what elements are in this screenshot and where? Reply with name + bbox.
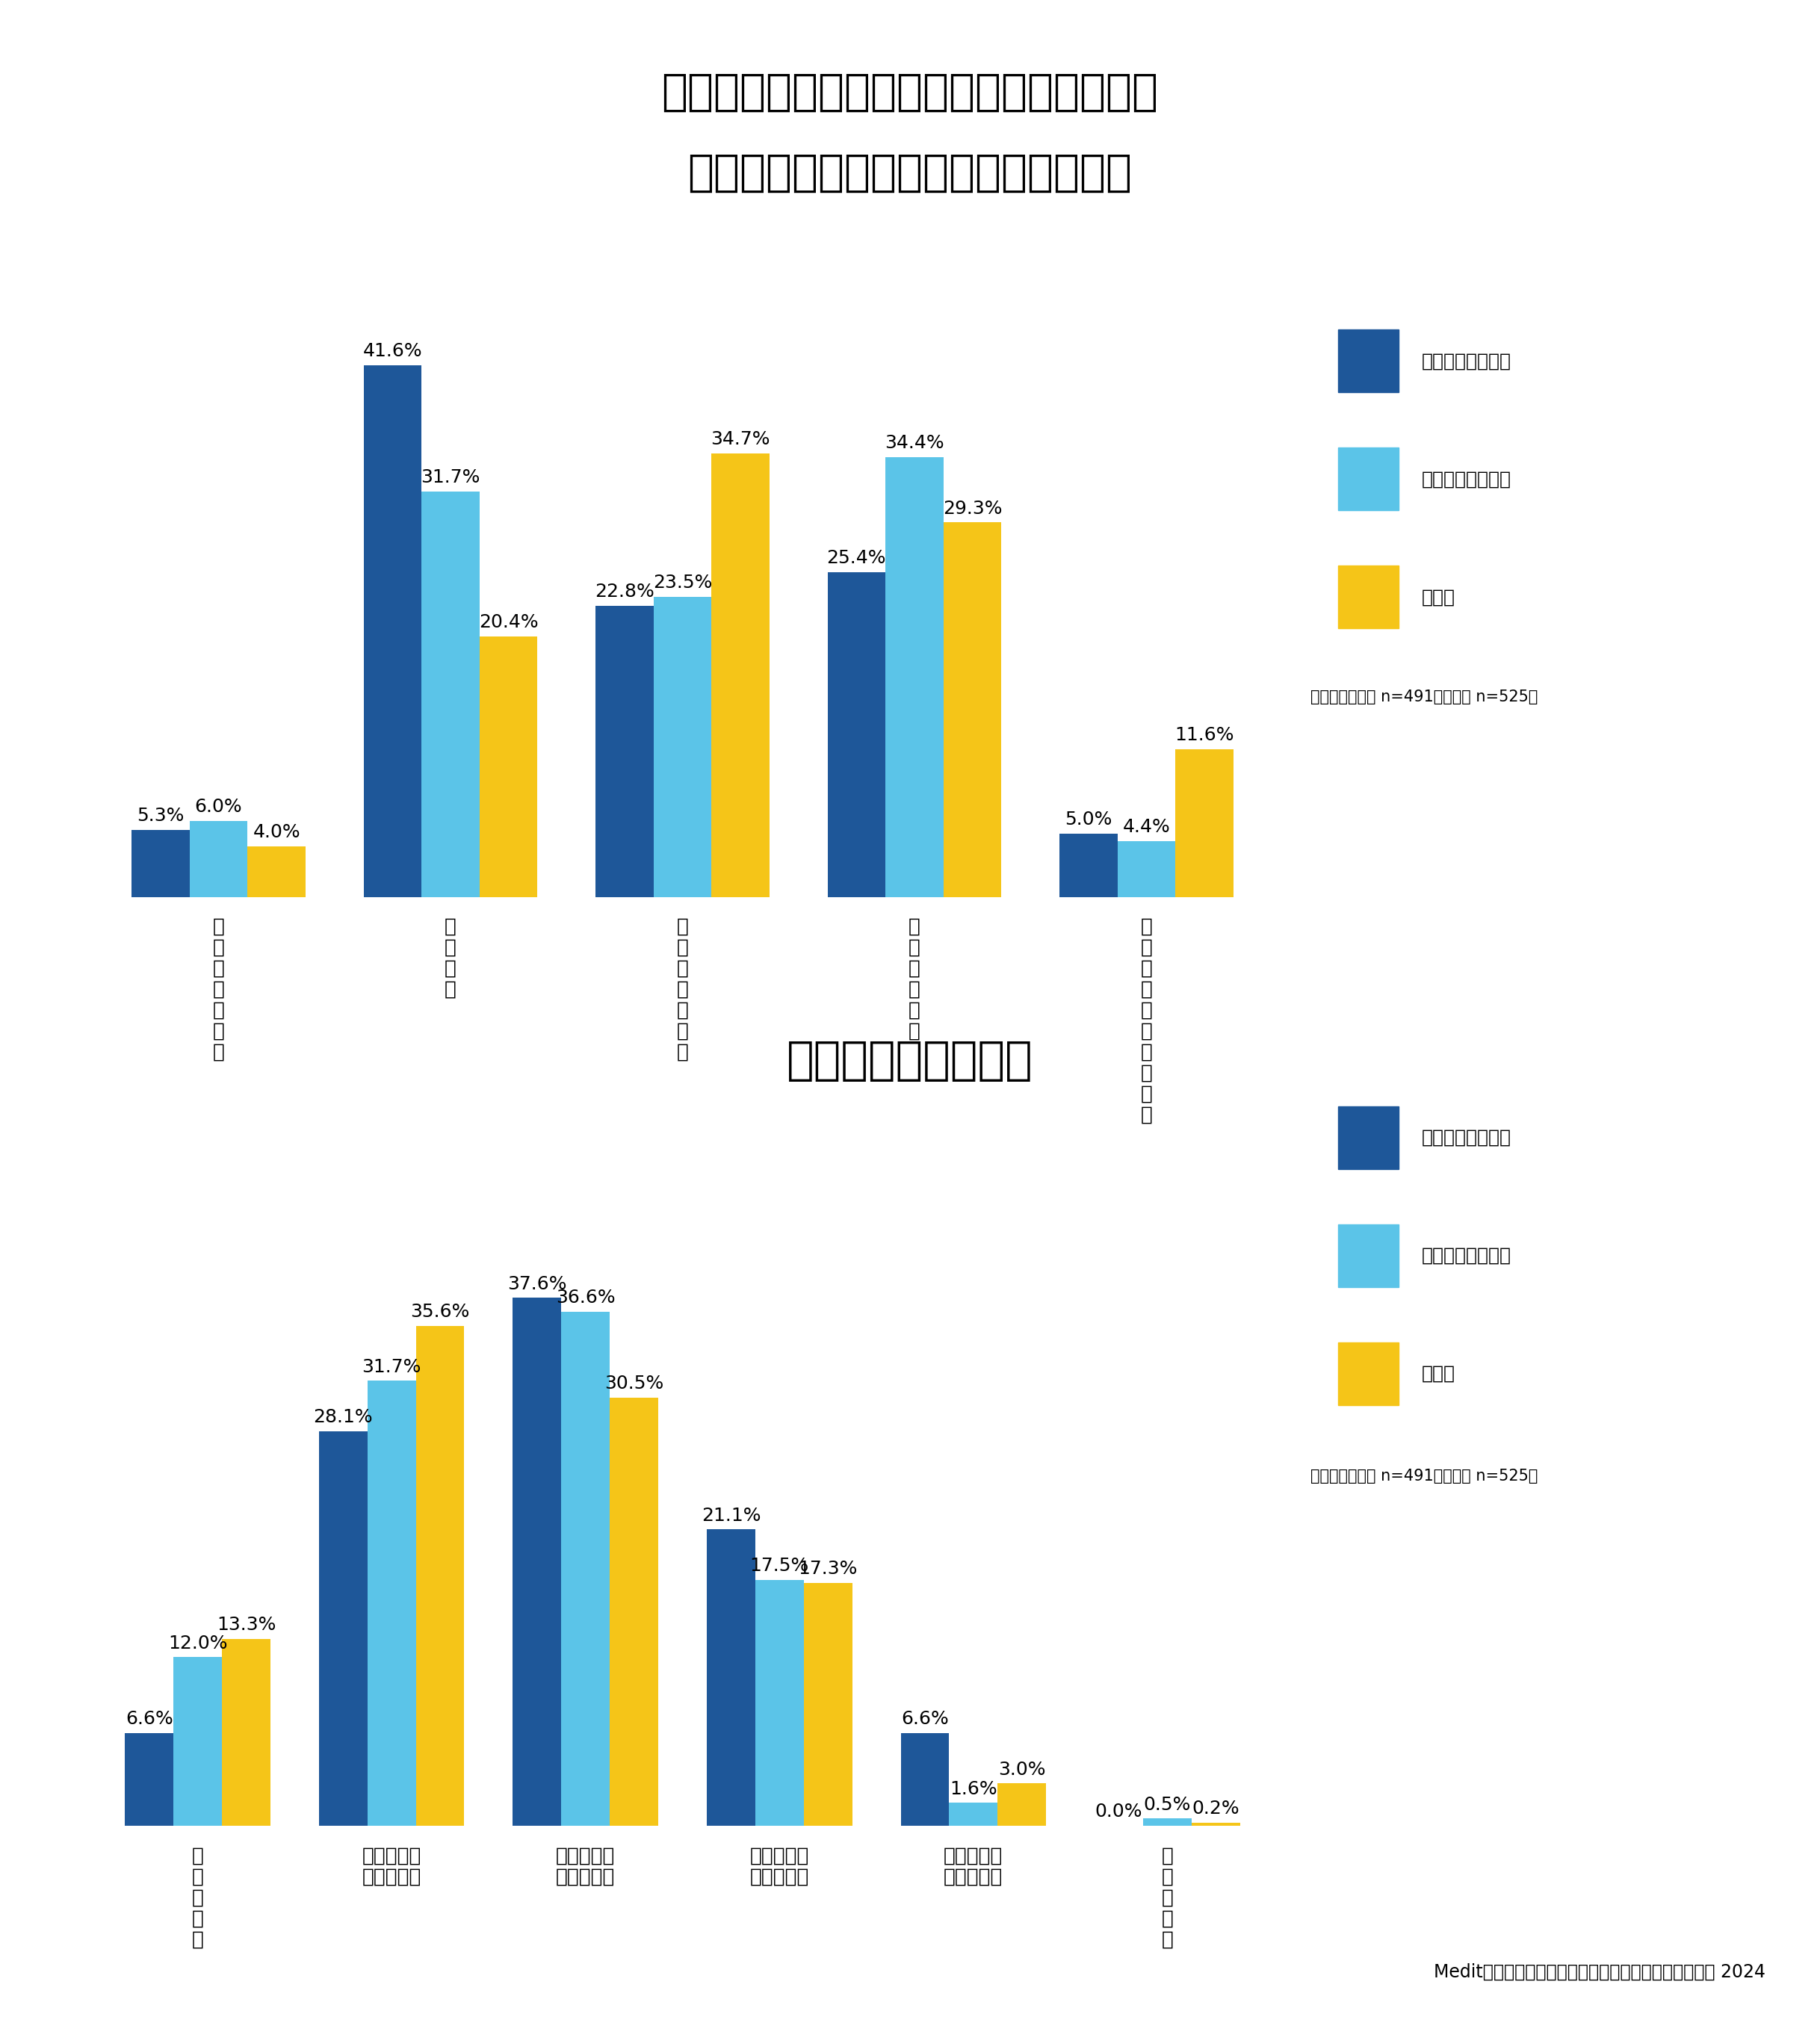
Bar [189, 821, 248, 898]
Text: ５
時
間
未
満: ５ 時 間 未 満 [191, 1846, 204, 1950]
Text: 31.7%: 31.7% [362, 1357, 420, 1376]
Bar [368, 1380, 415, 1825]
Bar [1192, 1823, 1239, 1825]
Text: 17.3%: 17.3% [799, 1559, 857, 1577]
Text: 30.5%: 30.5% [604, 1376, 664, 1392]
Text: 0.5%: 0.5% [1143, 1795, 1190, 1813]
Text: 4.4%: 4.4% [1123, 819, 1170, 837]
Bar [1117, 841, 1176, 898]
Text: ９
時
間
以
上: ９ 時 間 以 上 [1161, 1846, 1174, 1950]
Bar [595, 605, 653, 898]
Text: （フリーランス n=491・会社員 n=525）: （フリーランス n=491・会社員 n=525） [1310, 1468, 1538, 1482]
Bar [126, 1733, 173, 1825]
Text: 兼業フリーランス: 兼業フリーランス [1421, 1247, 1511, 1265]
Bar [886, 458, 943, 898]
Text: 兼業フリーランス: 兼業フリーランス [1421, 470, 1511, 488]
Text: 34.4%: 34.4% [885, 434, 945, 452]
Text: 29.3%: 29.3% [943, 500, 1003, 518]
Text: 専業フリーランス: 専業フリーランス [1421, 353, 1511, 369]
Bar [1338, 448, 1398, 510]
Bar [131, 829, 189, 898]
Text: 会社員: 会社員 [1421, 589, 1456, 605]
Bar [712, 454, 770, 898]
Bar [1143, 1819, 1192, 1825]
Bar [173, 1658, 222, 1825]
Text: 31.7%: 31.7% [420, 468, 480, 486]
Text: ７時間以上
８時間未満: ７時間以上 ８時間未満 [750, 1846, 810, 1886]
Bar [1338, 565, 1398, 629]
Text: 23.5%: 23.5% [653, 573, 712, 591]
Text: 25.4%: 25.4% [826, 549, 886, 567]
Text: そ
う
思
わ
な
い: そ う 思 わ な い [908, 918, 921, 1041]
Bar [653, 597, 712, 898]
Text: 20.4%: 20.4% [479, 613, 539, 631]
Bar [1059, 833, 1117, 898]
Bar [706, 1529, 755, 1825]
Bar [222, 1638, 271, 1825]
Text: 21.1%: 21.1% [701, 1507, 761, 1525]
Text: 34.7%: 34.7% [712, 430, 770, 448]
Text: １日の平均睡眠時間: １日の平均睡眠時間 [786, 1039, 1034, 1083]
Text: 35.6%: 35.6% [411, 1303, 470, 1321]
Bar [415, 1325, 464, 1825]
Bar [804, 1583, 852, 1825]
Text: 0.2%: 0.2% [1192, 1799, 1239, 1817]
Text: 5.0%: 5.0% [1065, 811, 1112, 829]
Text: 22.8%: 22.8% [595, 583, 655, 601]
Text: 13.3%: 13.3% [217, 1616, 277, 1634]
Text: 11.6%: 11.6% [1174, 726, 1234, 744]
Text: ど
ち
ら
で
も
な
い: ど ち ら で も な い [677, 918, 688, 1061]
Bar [997, 1783, 1046, 1825]
Text: 会社員: 会社員 [1421, 1366, 1456, 1382]
Text: 36.6%: 36.6% [555, 1289, 615, 1307]
Bar [1338, 329, 1398, 393]
Text: 食事のカロリー・栄養バランスについて、: 食事のカロリー・栄養バランスについて、 [662, 71, 1158, 113]
Bar [422, 492, 479, 898]
Bar [1338, 1105, 1398, 1170]
Text: 5.3%: 5.3% [136, 807, 184, 825]
Text: 17.5%: 17.5% [750, 1557, 810, 1575]
Bar [1338, 1341, 1398, 1406]
Text: 12.0%: 12.0% [167, 1634, 228, 1652]
Bar [950, 1803, 997, 1825]
Text: 6.0%: 6.0% [195, 797, 242, 815]
Text: 28.1%: 28.1% [313, 1408, 373, 1426]
Text: 6.6%: 6.6% [126, 1710, 173, 1729]
Bar [755, 1579, 804, 1825]
Text: ８時間以上
９時間未満: ８時間以上 ９時間未満 [945, 1846, 1003, 1886]
Bar [318, 1432, 368, 1825]
Text: 4.0%: 4.0% [253, 823, 300, 841]
Text: Medit・ワンストップビジネスセンターによる共同調査 2024: Medit・ワンストップビジネスセンターによる共同調査 2024 [1434, 1963, 1765, 1981]
Text: 6.6%: 6.6% [901, 1710, 948, 1729]
Bar [248, 847, 306, 898]
Text: 専業フリーランス: 専業フリーランス [1421, 1130, 1511, 1146]
Text: 適切に管理できていると思いますか？: 適切に管理できていると思いますか？ [688, 151, 1132, 194]
Text: 1.6%: 1.6% [950, 1781, 997, 1797]
Text: ６時間以上
７時間未満: ６時間以上 ７時間未満 [555, 1846, 615, 1886]
Bar [364, 365, 422, 898]
Text: と
て
も
そ
う
思
う: と て も そ う 思 う [213, 918, 224, 1061]
Text: 37.6%: 37.6% [508, 1275, 566, 1293]
Text: そ
う
思
う: そ う 思 う [444, 918, 457, 998]
Text: 3.0%: 3.0% [997, 1761, 1046, 1779]
Text: 0.0%: 0.0% [1096, 1803, 1143, 1821]
Text: ５時間以上
６時間未満: ５時間以上 ６時間未満 [362, 1846, 420, 1886]
Bar [561, 1311, 610, 1825]
Bar [901, 1733, 950, 1825]
Bar [943, 522, 1001, 898]
Bar [1176, 748, 1234, 898]
Bar [513, 1297, 561, 1825]
Text: ま
っ
た
く
そ
う
思
わ
な
い: ま っ た く そ う 思 わ な い [1141, 918, 1152, 1123]
Bar [1338, 1224, 1398, 1287]
Bar [610, 1398, 659, 1825]
Bar [479, 637, 537, 898]
Text: （フリーランス n=491・会社員 n=525）: （フリーランス n=491・会社員 n=525） [1310, 690, 1538, 704]
Text: 41.6%: 41.6% [362, 343, 422, 359]
Bar [828, 573, 886, 898]
